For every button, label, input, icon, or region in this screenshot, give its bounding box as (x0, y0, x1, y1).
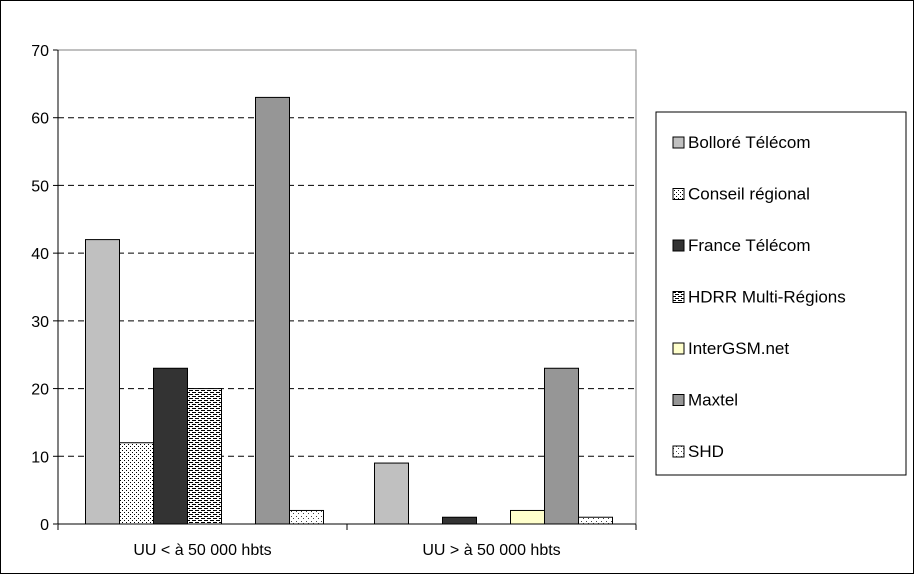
legend-label: France Télécom (688, 236, 811, 255)
y-tick-label: 20 (31, 382, 49, 399)
legend-swatch (672, 394, 685, 406)
axes (53, 49, 637, 530)
legend-label: InterGSM.net (688, 339, 789, 358)
legend-label: Conseil régional (688, 185, 810, 204)
bars (85, 96, 613, 525)
legend-swatch (672, 188, 685, 200)
y-tick-label: 0 (40, 517, 49, 534)
legend-swatch (672, 342, 685, 355)
y-tick-label: 40 (31, 246, 49, 263)
bar-france-t-l-com-2 (442, 516, 477, 525)
legend-label: HDRR Multi-Régions (688, 288, 846, 307)
bar-maxtel-2 (544, 367, 579, 525)
legend: Bolloré Télécom Conseil régional France Té… (655, 111, 907, 476)
bar-intergsm-net-2 (510, 509, 545, 525)
legend-label: SHD (688, 442, 724, 461)
legend-swatch (672, 136, 685, 149)
legend-swatch (672, 291, 685, 303)
bar-bollor-t-l-com-2 (374, 462, 409, 525)
bar-conseil-r-gional-1 (119, 442, 154, 525)
bar-hdrr-multi-r-gions-1 (187, 388, 222, 525)
y-tick-label: 50 (31, 178, 49, 195)
x-category-label: UU > à 50 000 hbts (422, 542, 560, 559)
legend-label: Maxtel (688, 391, 738, 410)
legend-swatch (672, 445, 685, 458)
y-axis-ticks: 0 10 20 30 40 50 60 70 (31, 43, 49, 534)
bar-shd-2 (578, 516, 613, 525)
legend-label: Bolloré Télécom (688, 133, 811, 152)
x-category-label: UU < à 50 000 hbts (133, 542, 271, 559)
bar-maxtel-1 (255, 96, 290, 525)
bar-shd-1 (289, 509, 324, 525)
x-axis-labels: UU < à 50 000 hbts UU > à 50 000 hbts (133, 542, 560, 559)
y-tick-label: 70 (31, 43, 49, 60)
bar-bollor-t-l-com-1 (85, 239, 120, 525)
legend-swatch (672, 239, 685, 252)
y-tick-label: 10 (31, 449, 49, 466)
bar-france-t-l-com-1 (153, 367, 188, 525)
y-tick-label: 30 (31, 314, 49, 331)
legend-box (655, 111, 907, 476)
y-tick-label: 60 (31, 111, 49, 128)
